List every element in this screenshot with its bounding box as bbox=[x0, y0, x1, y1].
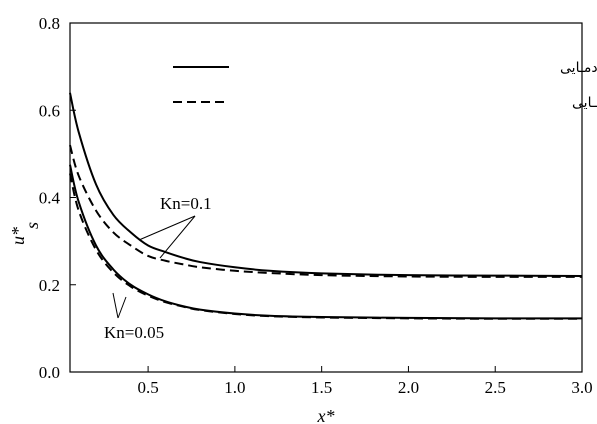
x-tick-label-2: 1.5 bbox=[311, 378, 332, 397]
y-axis-label: u* bbox=[8, 227, 28, 245]
marks-layer: 0.5 1.0 1.5 2.0 2.5 3.0 0.0 0.2 0.4 0.6 0.8 x* u*s bbox=[8, 14, 593, 424]
pointer-kn-0-05-b bbox=[117, 296, 127, 319]
series-line-1 bbox=[69, 144, 583, 278]
legend-label-solid: بـدون در نظرگـیری خـزش دمـایی bbox=[560, 59, 597, 76]
x-tick-label-0: 0.5 bbox=[137, 378, 158, 397]
annotation-kn-0-1: Kn=0.1 bbox=[160, 194, 212, 213]
y-tick-label-2: 0.4 bbox=[39, 189, 61, 208]
y-axis-label-subscript: s bbox=[22, 222, 42, 229]
text-layer: Kn=0.1 Kn=0.05 بـدون در نظرگـیری خـزش دم… bbox=[104, 59, 597, 342]
legend-label-dashed: (Br=0.01) بـا در نظرگـیری خـزش دمـایی bbox=[572, 94, 597, 111]
y-tick-label-1: 0.2 bbox=[39, 276, 60, 295]
x-tick-label-4: 2.5 bbox=[485, 378, 506, 397]
y-tick-label-0: 0.0 bbox=[39, 363, 60, 382]
x-tick-label-3: 2.0 bbox=[398, 378, 419, 397]
x-tick-label-1: 1.0 bbox=[224, 378, 245, 397]
pointer-kn-0-1-b bbox=[159, 215, 196, 259]
x-axis-label: x* bbox=[317, 406, 335, 424]
pointer-kn-0-1-a bbox=[138, 215, 196, 241]
y-tick-label-3: 0.6 bbox=[39, 101, 60, 120]
pointer-kn-0-05-a bbox=[112, 292, 119, 319]
series-line-3 bbox=[69, 173, 583, 320]
series-line-2 bbox=[69, 164, 583, 320]
y-tick-label-4: 0.8 bbox=[39, 14, 60, 33]
annotation-kn-0-05: Kn=0.05 bbox=[104, 323, 164, 342]
x-tick-label-5: 3.0 bbox=[571, 378, 592, 397]
series-line-0 bbox=[69, 92, 583, 278]
